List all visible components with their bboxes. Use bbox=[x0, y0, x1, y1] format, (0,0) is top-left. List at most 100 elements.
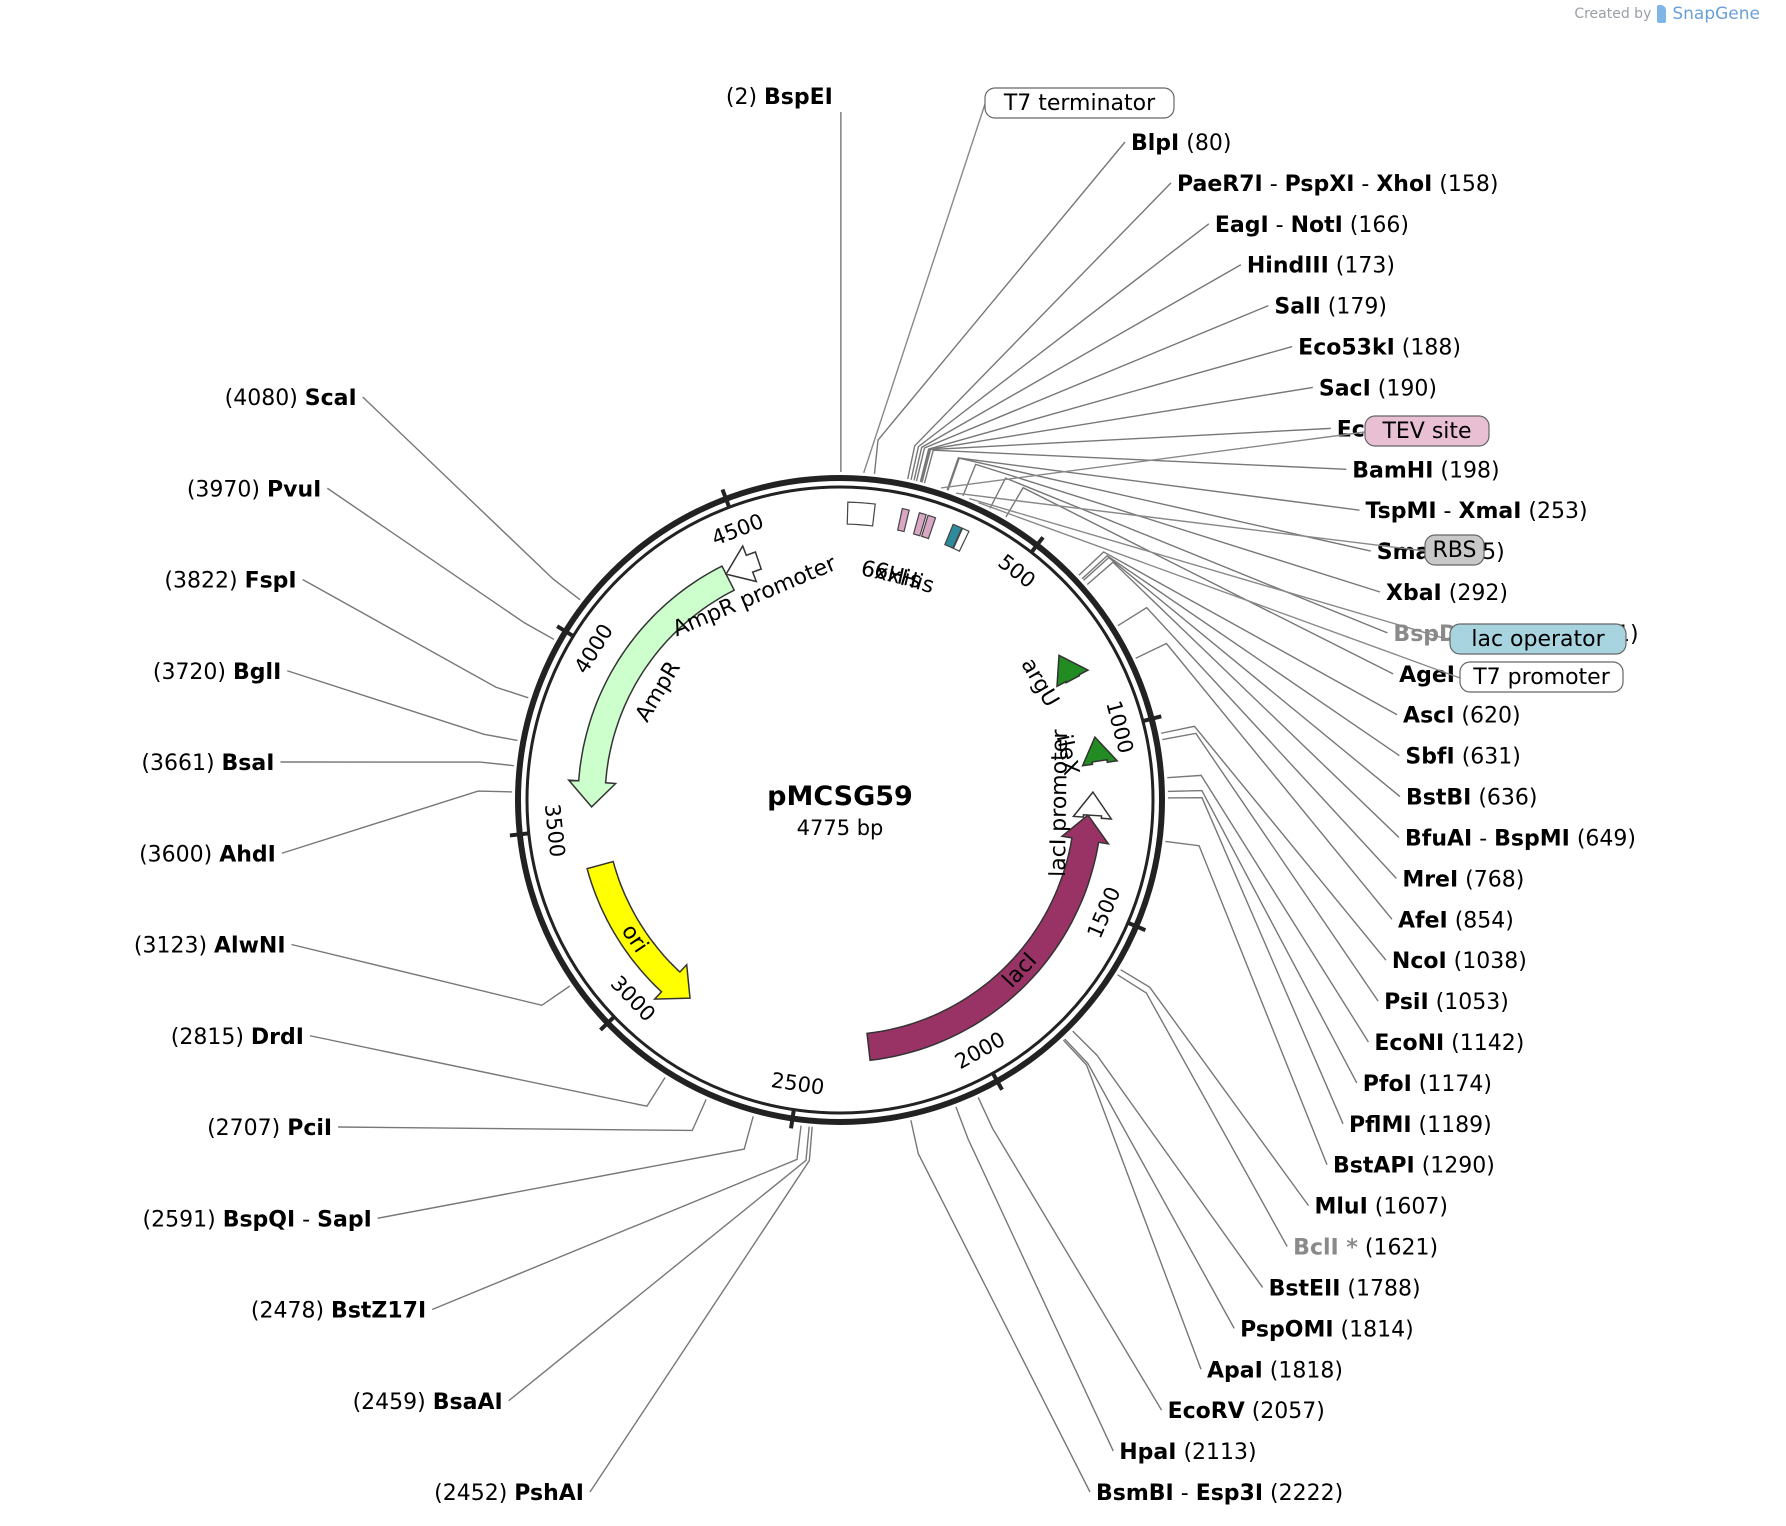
site-label-bstapi[interactable]: BstAPI (1290) bbox=[1333, 1154, 1495, 1179]
site-label-ecorv[interactable]: EcoRV (2057) bbox=[1168, 1399, 1325, 1424]
site-label-pcii[interactable]: (2707) PciI bbox=[207, 1116, 332, 1141]
site-label-part: XbaI bbox=[1386, 581, 1442, 606]
site-label-part: EcoRV bbox=[1168, 1399, 1245, 1424]
site-leader-line bbox=[280, 761, 514, 767]
site-label-afei[interactable]: AfeI (854) bbox=[1398, 908, 1514, 933]
site-label-apai[interactable]: ApaI (1818) bbox=[1207, 1358, 1343, 1383]
feature-laci-promoter-arrow[interactable] bbox=[1071, 790, 1113, 820]
site-label-part: XhoI bbox=[1376, 172, 1432, 197]
site-label-tspmi-xmai[interactable]: TspMI - XmaI (253) bbox=[1366, 499, 1588, 524]
feature-tev-site-box[interactable] bbox=[920, 514, 937, 540]
site-leader-line bbox=[338, 1099, 707, 1132]
site-label-ahdi[interactable]: (3600) AhdI bbox=[139, 842, 276, 867]
site-label-fspi[interactable]: (3822) FspI bbox=[164, 569, 296, 594]
site-label-scai[interactable]: (4080) ScaI bbox=[225, 386, 357, 411]
site-label-bgli[interactable]: (3720) BglI bbox=[153, 660, 281, 685]
site-label-sbfi[interactable]: SbfI (631) bbox=[1405, 745, 1521, 770]
site-label-part: ScaI bbox=[305, 386, 357, 411]
feature-t7-promoter-box[interactable] bbox=[952, 527, 970, 552]
site-label-bstbi[interactable]: BstBI (636) bbox=[1406, 786, 1538, 811]
site-label-bsteii[interactable]: BstEII (1788) bbox=[1269, 1276, 1421, 1301]
site-label-part: (292) bbox=[1442, 581, 1508, 606]
site-label-pshai[interactable]: (2452) PshAI bbox=[434, 1481, 584, 1506]
feature-ampr-promoter-arrow[interactable] bbox=[724, 544, 763, 583]
site-label-part: PsiI bbox=[1384, 990, 1429, 1015]
site-leader-line bbox=[913, 264, 1242, 481]
feature-t7-terminator-box[interactable] bbox=[846, 501, 876, 527]
site-label-xbai[interactable]: XbaI (292) bbox=[1386, 581, 1508, 606]
callout-label-lac-operator: lac operator bbox=[1471, 627, 1605, 652]
site-label-bcli[interactable]: BclI * (1621) bbox=[1293, 1236, 1438, 1261]
site-label-asci[interactable]: AscI (620) bbox=[1403, 704, 1521, 729]
site-label-mrei[interactable]: MreI (768) bbox=[1402, 867, 1524, 892]
feature-lac-operator-box[interactable] bbox=[944, 523, 963, 549]
callout-box-t7-terminator[interactable] bbox=[984, 87, 1175, 119]
feature-ampr-arrow[interactable] bbox=[566, 565, 736, 808]
plasmid-backbone bbox=[515, 475, 1165, 1125]
site-label-part: BstAPI bbox=[1333, 1154, 1415, 1179]
backbone-inner-ring bbox=[525, 485, 1155, 1115]
site-label-econi[interactable]: EcoNI (1142) bbox=[1374, 1031, 1524, 1056]
site-leader-line bbox=[508, 1126, 810, 1402]
site-label-pflmi[interactable]: PflMI (1189) bbox=[1349, 1113, 1492, 1138]
site-label-blpi[interactable]: BlpI (80) bbox=[1131, 131, 1231, 156]
site-label-psii[interactable]: PsiI (1053) bbox=[1384, 990, 1509, 1015]
site-leader-line bbox=[962, 463, 1381, 593]
site-label-eco53ki[interactable]: Eco53kI (188) bbox=[1298, 336, 1461, 361]
feature-argu-arrow[interactable] bbox=[1056, 654, 1090, 688]
site-label-mlui[interactable]: MluI (1607) bbox=[1315, 1195, 1448, 1220]
feature-6xhis-box[interactable] bbox=[912, 512, 927, 537]
site-label-part: (768) bbox=[1458, 867, 1524, 892]
site-label-part: (2113) bbox=[1176, 1440, 1256, 1465]
callout-box-tev-site[interactable] bbox=[1364, 415, 1490, 447]
site-leader-line bbox=[1117, 606, 1397, 879]
feature-ilex-arrow[interactable] bbox=[1081, 735, 1119, 767]
site-label-bsai[interactable]: (3661) BsaI bbox=[141, 751, 274, 776]
site-label-paer7i-pspxi-xhoi[interactable]: PaeR7I - PspXI - XhoI (158) bbox=[1177, 172, 1498, 197]
site-label-eagi-noti[interactable]: EagI - NotI (166) bbox=[1215, 213, 1409, 238]
feature-ori-arrow[interactable] bbox=[586, 860, 691, 1000]
site-label-bfuai-bspmi[interactable]: BfuAI - BspMI (649) bbox=[1405, 826, 1636, 851]
site-label-bsmbi-esp3i[interactable]: BsmBI - Esp3I (2222) bbox=[1096, 1481, 1343, 1506]
site-leader-line bbox=[362, 396, 581, 601]
site-label-part: (190) bbox=[1371, 376, 1437, 401]
site-label-hindiii[interactable]: HindIII (173) bbox=[1247, 254, 1395, 279]
site-label-part: (854) bbox=[1448, 908, 1514, 933]
site-label-part: AlwNI bbox=[214, 934, 286, 959]
feature-argu-label: argU bbox=[1016, 654, 1064, 712]
site-label-part: AscI bbox=[1403, 704, 1454, 729]
credit-brand: SnapGene bbox=[1672, 4, 1760, 24]
callout-leader-line bbox=[956, 492, 1426, 552]
feature-laci-arrow[interactable] bbox=[866, 814, 1111, 1062]
site-label-part: (636) bbox=[1471, 786, 1537, 811]
site-label-part: (1038) bbox=[1447, 949, 1527, 974]
callout-leader-line bbox=[863, 103, 986, 474]
site-label-hpai[interactable]: HpaI (2113) bbox=[1119, 1440, 1256, 1465]
feature-6xhis-box[interactable] bbox=[896, 507, 910, 533]
site-label-pvui[interactable]: (3970) PvuI bbox=[187, 477, 321, 502]
site-label-bspei[interactable]: (2) BspEI bbox=[726, 85, 833, 110]
site-label-bamhi[interactable]: BamHI (198) bbox=[1352, 458, 1499, 483]
site-label-bstz17i[interactable]: (2478) BstZ17I bbox=[251, 1299, 426, 1324]
tick-mark bbox=[990, 1071, 1004, 1091]
site-label-ncoi[interactable]: NcoI (1038) bbox=[1392, 949, 1527, 974]
tick-label: 4500 bbox=[708, 509, 766, 550]
site-label-bsaai[interactable]: (2459) BsaAI bbox=[353, 1390, 503, 1415]
site-label-alwni[interactable]: (3123) AlwNI bbox=[134, 934, 286, 959]
site-label-bspqi-sapi[interactable]: (2591) BspQI - SapI bbox=[143, 1207, 372, 1232]
snapgene-logo-icon bbox=[1657, 5, 1667, 23]
site-label-pspomi[interactable]: PspOMI (1814) bbox=[1240, 1317, 1414, 1342]
site-label-saci[interactable]: SacI (190) bbox=[1319, 376, 1437, 401]
site-leader-line bbox=[947, 457, 1371, 552]
site-label-drdi[interactable]: (2815) DrdI bbox=[171, 1025, 304, 1050]
feature-6xhis-label: 6xHis bbox=[871, 558, 937, 599]
callout-box-lac-operator[interactable] bbox=[1449, 623, 1627, 655]
site-label-part: Esp3I bbox=[1196, 1481, 1263, 1506]
site-label-sali[interactable]: SalI (179) bbox=[1274, 295, 1387, 320]
site-leader-line bbox=[1162, 732, 1379, 1002]
callout-box-rbs[interactable] bbox=[1424, 534, 1485, 566]
site-label-pfoi[interactable]: PfoI (1174) bbox=[1363, 1072, 1492, 1097]
callout-box-t7-promoter[interactable] bbox=[1459, 661, 1624, 693]
site-leader-line bbox=[1072, 1030, 1264, 1288]
